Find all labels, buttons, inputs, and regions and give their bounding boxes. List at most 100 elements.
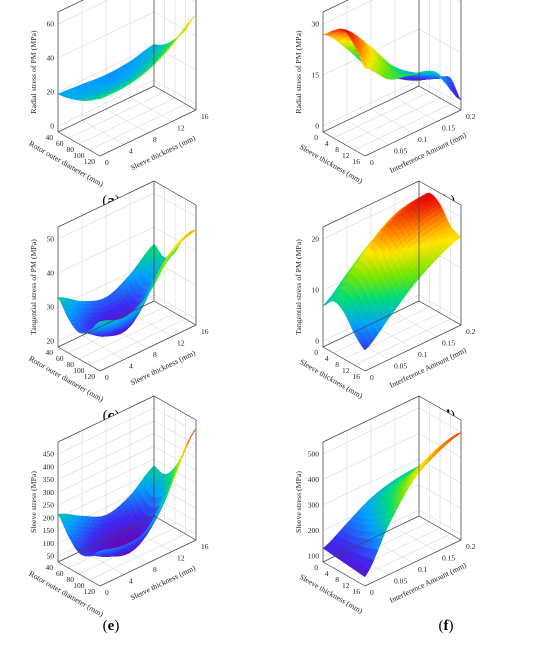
y-tick-label: 0 xyxy=(370,588,374,597)
y-tick-label: 16 xyxy=(201,542,209,551)
floor-gridline xyxy=(354,533,451,581)
surface-patch xyxy=(98,550,105,553)
z-tick-label: 60 xyxy=(47,20,55,29)
y-tick-label: 0.2 xyxy=(466,112,476,121)
z-tick-label: 100 xyxy=(308,552,320,561)
z-tick-label: 300 xyxy=(43,488,55,497)
axis-edge xyxy=(322,515,420,563)
surface-patch xyxy=(98,320,105,323)
axis-edge xyxy=(322,561,366,587)
z-tick-label: 20 xyxy=(312,235,320,244)
axis-edge xyxy=(99,324,197,372)
axis-edge xyxy=(57,515,155,563)
z-tick-label: 150 xyxy=(43,526,55,535)
z-tick-label: 200 xyxy=(308,526,320,535)
axis-edge xyxy=(364,324,462,372)
y-tick-label: 8 xyxy=(153,350,157,359)
surface-patch xyxy=(362,568,370,578)
y-axis-label: Sleeve thickness (mm) xyxy=(129,563,197,602)
z-tick-label: 30 xyxy=(312,20,320,29)
y-tick-label: 0.15 xyxy=(442,124,455,133)
y-tick-label: 0.05 xyxy=(394,362,407,371)
x-tick-label: 60 xyxy=(56,569,64,578)
x-tick-label: 16 xyxy=(353,587,361,596)
y-tick-label: 4 xyxy=(129,147,133,156)
y-tick-label: 0.15 xyxy=(442,554,455,563)
z-tick-label: 500 xyxy=(308,450,320,459)
y-tick-label: 0.05 xyxy=(394,147,407,156)
panel-caption: (f) xyxy=(439,618,454,634)
axis-edge xyxy=(322,0,349,13)
x-tick-label: 120 xyxy=(84,157,96,166)
y-tick-label: 0 xyxy=(370,373,374,382)
axis-edge xyxy=(57,0,84,13)
floor-gridline xyxy=(354,318,451,366)
floor-gridline xyxy=(370,108,414,134)
y-axis-label: Sleeve thickness (mm) xyxy=(129,133,197,172)
axis-edge xyxy=(418,300,462,326)
z-tick-label: 50 xyxy=(47,235,55,244)
x-tick-label: 80 xyxy=(67,360,75,369)
z-gridline xyxy=(57,0,197,25)
axis-edge xyxy=(364,539,462,587)
y-tick-label: 0 xyxy=(105,373,109,382)
axis-edge xyxy=(364,109,462,157)
x-tick-label: 8 xyxy=(335,145,339,154)
axis-edge xyxy=(322,395,420,443)
axis-edge xyxy=(153,395,197,421)
x-tick-label: 0 xyxy=(314,563,318,572)
surface-patch xyxy=(98,96,105,100)
y-tick-label: 0.1 xyxy=(418,135,428,144)
panel-caption: (e) xyxy=(103,618,120,634)
x-tick-label: 40 xyxy=(46,563,54,572)
y-tick-label: 8 xyxy=(153,135,157,144)
z-tick-label: 100 xyxy=(43,539,55,548)
axis-edge xyxy=(418,180,462,206)
y-tick-label: 0 xyxy=(370,158,374,167)
axis-edge xyxy=(322,346,366,372)
z-tick-label: 450 xyxy=(43,450,55,459)
floor-gridline xyxy=(89,103,186,151)
surface-f xyxy=(322,432,462,578)
z-tick-label: 250 xyxy=(43,501,55,510)
x-tick-label: 100 xyxy=(73,366,85,375)
z-tick-label: 400 xyxy=(43,462,55,471)
axis-edge xyxy=(57,131,101,157)
axis-edge xyxy=(418,515,462,541)
axis-edge xyxy=(153,515,197,541)
axis-edge xyxy=(99,109,197,157)
y-tick-label: 4 xyxy=(129,577,133,586)
x-tick-label: 4 xyxy=(325,139,329,148)
axis-edge xyxy=(322,300,420,348)
z-tick-label: 0 xyxy=(315,122,319,131)
z-tick-label: 10 xyxy=(312,286,320,295)
axis-edge xyxy=(322,85,420,133)
axis-edge xyxy=(99,539,197,587)
z-tick-label: 300 xyxy=(308,501,320,510)
floor-gridline xyxy=(394,527,438,552)
z-tick-label: 200 xyxy=(43,513,55,522)
x-tick-label: 80 xyxy=(67,575,75,584)
x-tick-label: 40 xyxy=(46,348,54,357)
x-tick-label: 120 xyxy=(84,587,96,596)
y-tick-label: 0.05 xyxy=(394,577,407,586)
y-tick-label: 0.1 xyxy=(418,565,428,574)
surface-d xyxy=(322,192,462,351)
y-tick-label: 0.15 xyxy=(442,339,455,348)
floor-gridline xyxy=(89,533,186,581)
floor-gridline xyxy=(394,97,438,122)
x-tick-label: 80 xyxy=(67,145,75,154)
y-tick-label: 4 xyxy=(129,362,133,371)
floor-gridline xyxy=(89,318,186,366)
x-tick-label: 12 xyxy=(342,366,350,375)
z-tick-label: 20 xyxy=(47,88,55,97)
x-tick-label: 60 xyxy=(56,354,64,363)
axis-edge xyxy=(57,395,155,443)
z-tick-label: 20 xyxy=(47,337,55,346)
x-tick-label: 120 xyxy=(84,372,96,381)
x-tick-label: 60 xyxy=(56,139,64,148)
